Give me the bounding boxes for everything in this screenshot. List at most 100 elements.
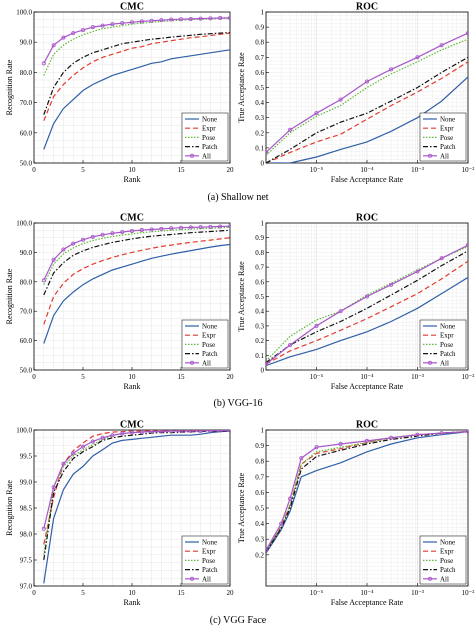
x-tick-label: 10⁻³ [411,166,424,174]
x-axis-label: Rank [124,382,141,391]
y-tick-label: 0.5 [255,84,264,92]
x-tick-label: 15 [178,589,186,597]
y-tick-label: 0.9 [255,442,264,450]
x-tick-label: 10⁻⁵ [310,373,324,381]
series-line-patch [266,56,468,163]
series-line-all [43,430,230,529]
panel-1-cmc: 50.0 60.0 70.0 80.0 90.0 100.0 0 5 10 15 20 CMC Rank… [5,213,234,392]
legend-label-pose: Pose [202,134,215,142]
data-point-all [208,430,213,433]
data-point-all [110,433,115,438]
y-tick-label: 0.7 [255,54,264,62]
x-tick-label: 10⁻² [462,373,475,381]
data-point-all [208,224,213,229]
y-tick-label: 1 [261,220,265,228]
series-line-patch [43,31,230,115]
ticks: 50.0 60.0 70.0 80.0 90.0 100.0 0 5 10 15 20 [16,220,234,382]
data-point-all [218,16,223,21]
data-point-all [314,445,319,450]
y-tick-label: 98.0 [20,531,33,539]
data-point-all [208,16,213,21]
legend-label-all: All [202,152,211,160]
x-tick-label: 10⁻² [462,166,475,174]
data-point-all [389,435,394,440]
figure-caption: (c) VGG Face [210,615,267,626]
data-point-all [81,444,86,449]
y-tick-label: 0.4 [255,99,264,107]
chart-title: CMC [120,2,144,13]
y-tick-label: 0.6 [255,278,264,286]
data-point-all [61,461,66,466]
x-tick-label: 10⁻² [462,589,475,597]
x-tick-label: 15 [178,166,186,174]
legend-label-expr: Expr [202,548,216,556]
data-point-all [364,294,369,299]
y-tick-label: 0.5 [255,293,264,301]
y-tick-label: 100.0 [16,220,32,228]
data-point-all [198,16,203,21]
legend-marker [189,360,194,365]
legend-label-patch: Patch [202,350,218,358]
data-point-all [314,323,319,328]
legend-label-all: All [440,575,449,583]
y-tick-label: 0.2 [255,337,264,345]
data-point-all [228,16,230,21]
data-point-all [266,150,268,155]
data-point-all [415,55,420,60]
y-tick-label: 0.3 [255,322,264,330]
data-point-all [389,67,394,72]
x-tick-label: 5 [81,166,85,174]
data-point-all [90,439,95,444]
series-line-patch [43,229,230,296]
data-point-all [110,22,115,27]
series-line-all [43,225,230,281]
series-group [266,430,468,554]
y-tick-label: 0.9 [255,234,264,242]
data-point-all [415,432,420,437]
series-line-expr [266,61,468,163]
data-point-all [439,256,444,261]
data-point-all [178,225,183,230]
y-tick-label: 0.5 [255,505,264,513]
data-point-all [71,31,76,36]
data-point-all [51,43,56,48]
legend-label-pose: Pose [440,557,453,565]
data-point-all [159,430,164,434]
data-point-all [51,485,56,490]
series-group [41,430,230,584]
legend-label-none: None [202,323,217,331]
legend-label-expr: Expr [440,548,454,556]
ticks: 0 0.1 0.2 0.3 0.4 0.5 0.6 0.7 0.8 0.9 1 10⁻⁵ 10⁻⁴ 10⁻… [255,220,474,382]
x-axis-label: False Acceptance Rate [331,598,404,607]
data-point-all [228,430,230,433]
data-point-all [51,257,56,262]
data-point-all [139,430,144,435]
chart-title: ROC [356,420,378,431]
data-point-all [61,35,66,40]
data-point-all [218,430,223,433]
legend-label-expr: Expr [202,332,216,340]
data-point-all [439,431,444,436]
legend-label-patch: Patch [202,566,218,574]
data-point-all [169,226,174,231]
ticks: 0.2 0.3 0.4 0.5 0.6 0.7 0.8 0.9 1 10⁻⁵ 10⁻⁴ 10⁻³ 10⁻… [255,427,474,598]
data-point-all [100,232,105,237]
data-point-all [81,28,86,33]
x-axis-label: False Acceptance Rate [331,382,404,391]
x-tick-label: 10⁻⁴ [360,373,374,381]
data-point-all [266,548,268,553]
legend-label-all: All [440,359,449,367]
legend-label-all: All [202,575,211,583]
y-tick-label: 60.0 [20,337,33,345]
y-tick-label: 0.7 [255,473,264,481]
ticks: 97.0 97.5 98.0 98.5 99.0 99.5 100.0 0 5 10 15 20 [16,427,234,598]
x-axis-label: Rank [124,175,141,184]
legend-label-pose: Pose [202,341,215,349]
series-line-all [266,32,468,153]
data-point-all [110,231,115,236]
data-point-all [389,282,394,287]
legend-box [419,112,467,162]
data-point-all [338,309,343,314]
data-point-all [188,430,193,434]
